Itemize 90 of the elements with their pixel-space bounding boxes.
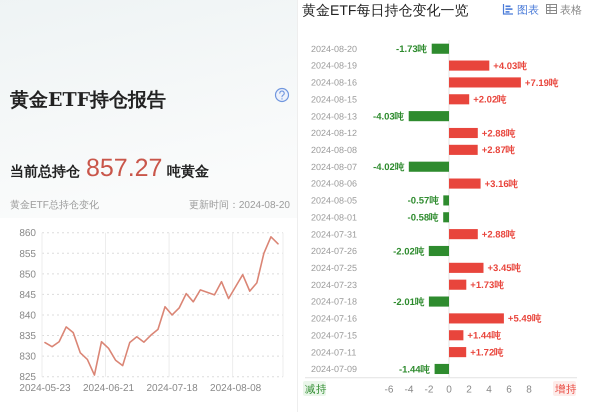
data-label: -0.58吨	[408, 212, 440, 224]
data-label: +3.16吨	[484, 178, 519, 190]
data-label: -0.57吨	[408, 194, 440, 207]
bar	[449, 262, 484, 273]
y-tick-label: 855	[19, 248, 36, 260]
bar	[449, 280, 466, 290]
x-tick-label: 8	[526, 384, 532, 396]
y-tick-label: 2024-07-31	[311, 229, 358, 240]
text: 当前总持仓	[10, 163, 81, 179]
bar	[428, 296, 449, 307]
x-tick-label: 2024-08-08	[210, 383, 262, 394]
bar	[434, 364, 449, 374]
x-tick-label: 4	[486, 384, 492, 396]
y-tick-label: 825	[19, 372, 36, 384]
bar	[408, 111, 449, 122]
y-tick-label: 2024-08-12	[311, 128, 358, 138]
y-tick-label: 2024-07-25	[311, 262, 358, 273]
y-tick-label: 850	[19, 269, 36, 280]
data-label: +1.73吨	[470, 279, 504, 292]
data-label: +2.87吨	[482, 144, 516, 156]
data-label: -1.44吨	[398, 363, 431, 376]
y-tick-label: 860	[19, 228, 36, 240]
y-tick-label: 2024-08-16	[311, 78, 358, 88]
y-tick-label: 2024-08-08	[311, 145, 358, 156]
text: 图表	[517, 4, 539, 16]
y-tick-label: 835	[19, 331, 36, 342]
data-label: -2.02吨	[393, 245, 425, 258]
data-label: -4.02吨	[373, 161, 405, 174]
data-label: -1.73吨	[396, 43, 428, 56]
chart-title: 黄金ETF每日持仓变化一览	[302, 2, 468, 18]
text: 更新时间：2024-08-20	[188, 199, 290, 211]
bar	[449, 94, 470, 104]
x-tick-label: -6	[384, 384, 394, 396]
data-label: +2.88吨	[482, 127, 516, 140]
y-tick-label: 2024-08-01	[311, 212, 358, 222]
data-label: +7.19吨	[524, 76, 559, 89]
bar	[449, 347, 466, 358]
x-tick-label: 6	[506, 384, 512, 396]
data-label: -2.01吨	[393, 296, 425, 308]
y-tick-label: 2024-07-16	[311, 314, 358, 324]
y-tick-label: 2024-08-15	[311, 94, 358, 104]
data-label: -4.03吨	[373, 110, 405, 122]
bar	[449, 330, 464, 340]
bar	[428, 246, 449, 256]
y-tick-label: 2024-08-06	[311, 178, 358, 189]
bar	[449, 144, 478, 155]
y-tick-label: 2024-08-07	[311, 162, 358, 172]
bar	[449, 178, 481, 189]
x-tick-label: 2024-06-21	[82, 383, 135, 394]
data-label: +1.72吨	[470, 346, 504, 358]
bar	[449, 77, 521, 88]
bar	[432, 44, 449, 54]
y-tick-label: 2024-07-23	[311, 280, 358, 290]
text: 吨黄金	[167, 163, 210, 179]
x-tick-label: 2024-05-23	[19, 383, 72, 394]
text: 表格	[560, 4, 582, 16]
bar	[408, 162, 449, 172]
x-tick-label: -2	[424, 384, 434, 396]
text: 857.27	[86, 154, 162, 182]
bar	[449, 128, 478, 138]
y-tick-label: 2024-07-18	[311, 296, 358, 307]
x-tick-label: 0	[446, 384, 452, 396]
y-tick-label: 2024-07-15	[311, 330, 358, 340]
data-label: +2.88吨	[482, 228, 516, 240]
data-label: +1.44吨	[467, 330, 502, 342]
text: 黄金ETF持仓报告	[9, 89, 166, 111]
y-tick-label: 2024-07-09	[311, 364, 358, 374]
bar	[449, 313, 504, 324]
x-tick-label: 2024-07-18	[146, 383, 198, 394]
line-series	[44, 236, 279, 376]
bar	[443, 212, 449, 222]
bar	[449, 60, 490, 71]
bar	[443, 195, 449, 206]
y-tick-label: 2024-08-19	[311, 60, 358, 71]
chart-title: 黄金ETF总持仓变化	[10, 199, 99, 211]
y-tick-label: 2024-07-26	[311, 246, 358, 256]
x-tick-label: 2	[466, 384, 472, 396]
y-tick-label: 2024-08-20	[311, 44, 358, 54]
data-label: +5.49吨	[508, 312, 542, 325]
y-tick-label: 2024-07-11	[311, 347, 356, 358]
y-tick-label: 2024-08-05	[311, 196, 358, 206]
data-label: +3.45吨	[488, 262, 522, 274]
y-tick-label: 840	[19, 310, 36, 322]
data-label: +2.02吨	[473, 94, 508, 106]
y-tick-label: 845	[19, 290, 36, 301]
y-tick-label: 2024-08-13	[311, 111, 358, 122]
data-label: +4.03吨	[493, 60, 528, 72]
x-tick-label: -4	[404, 384, 414, 396]
y-tick-label: 830	[19, 352, 36, 363]
bar	[449, 229, 478, 240]
